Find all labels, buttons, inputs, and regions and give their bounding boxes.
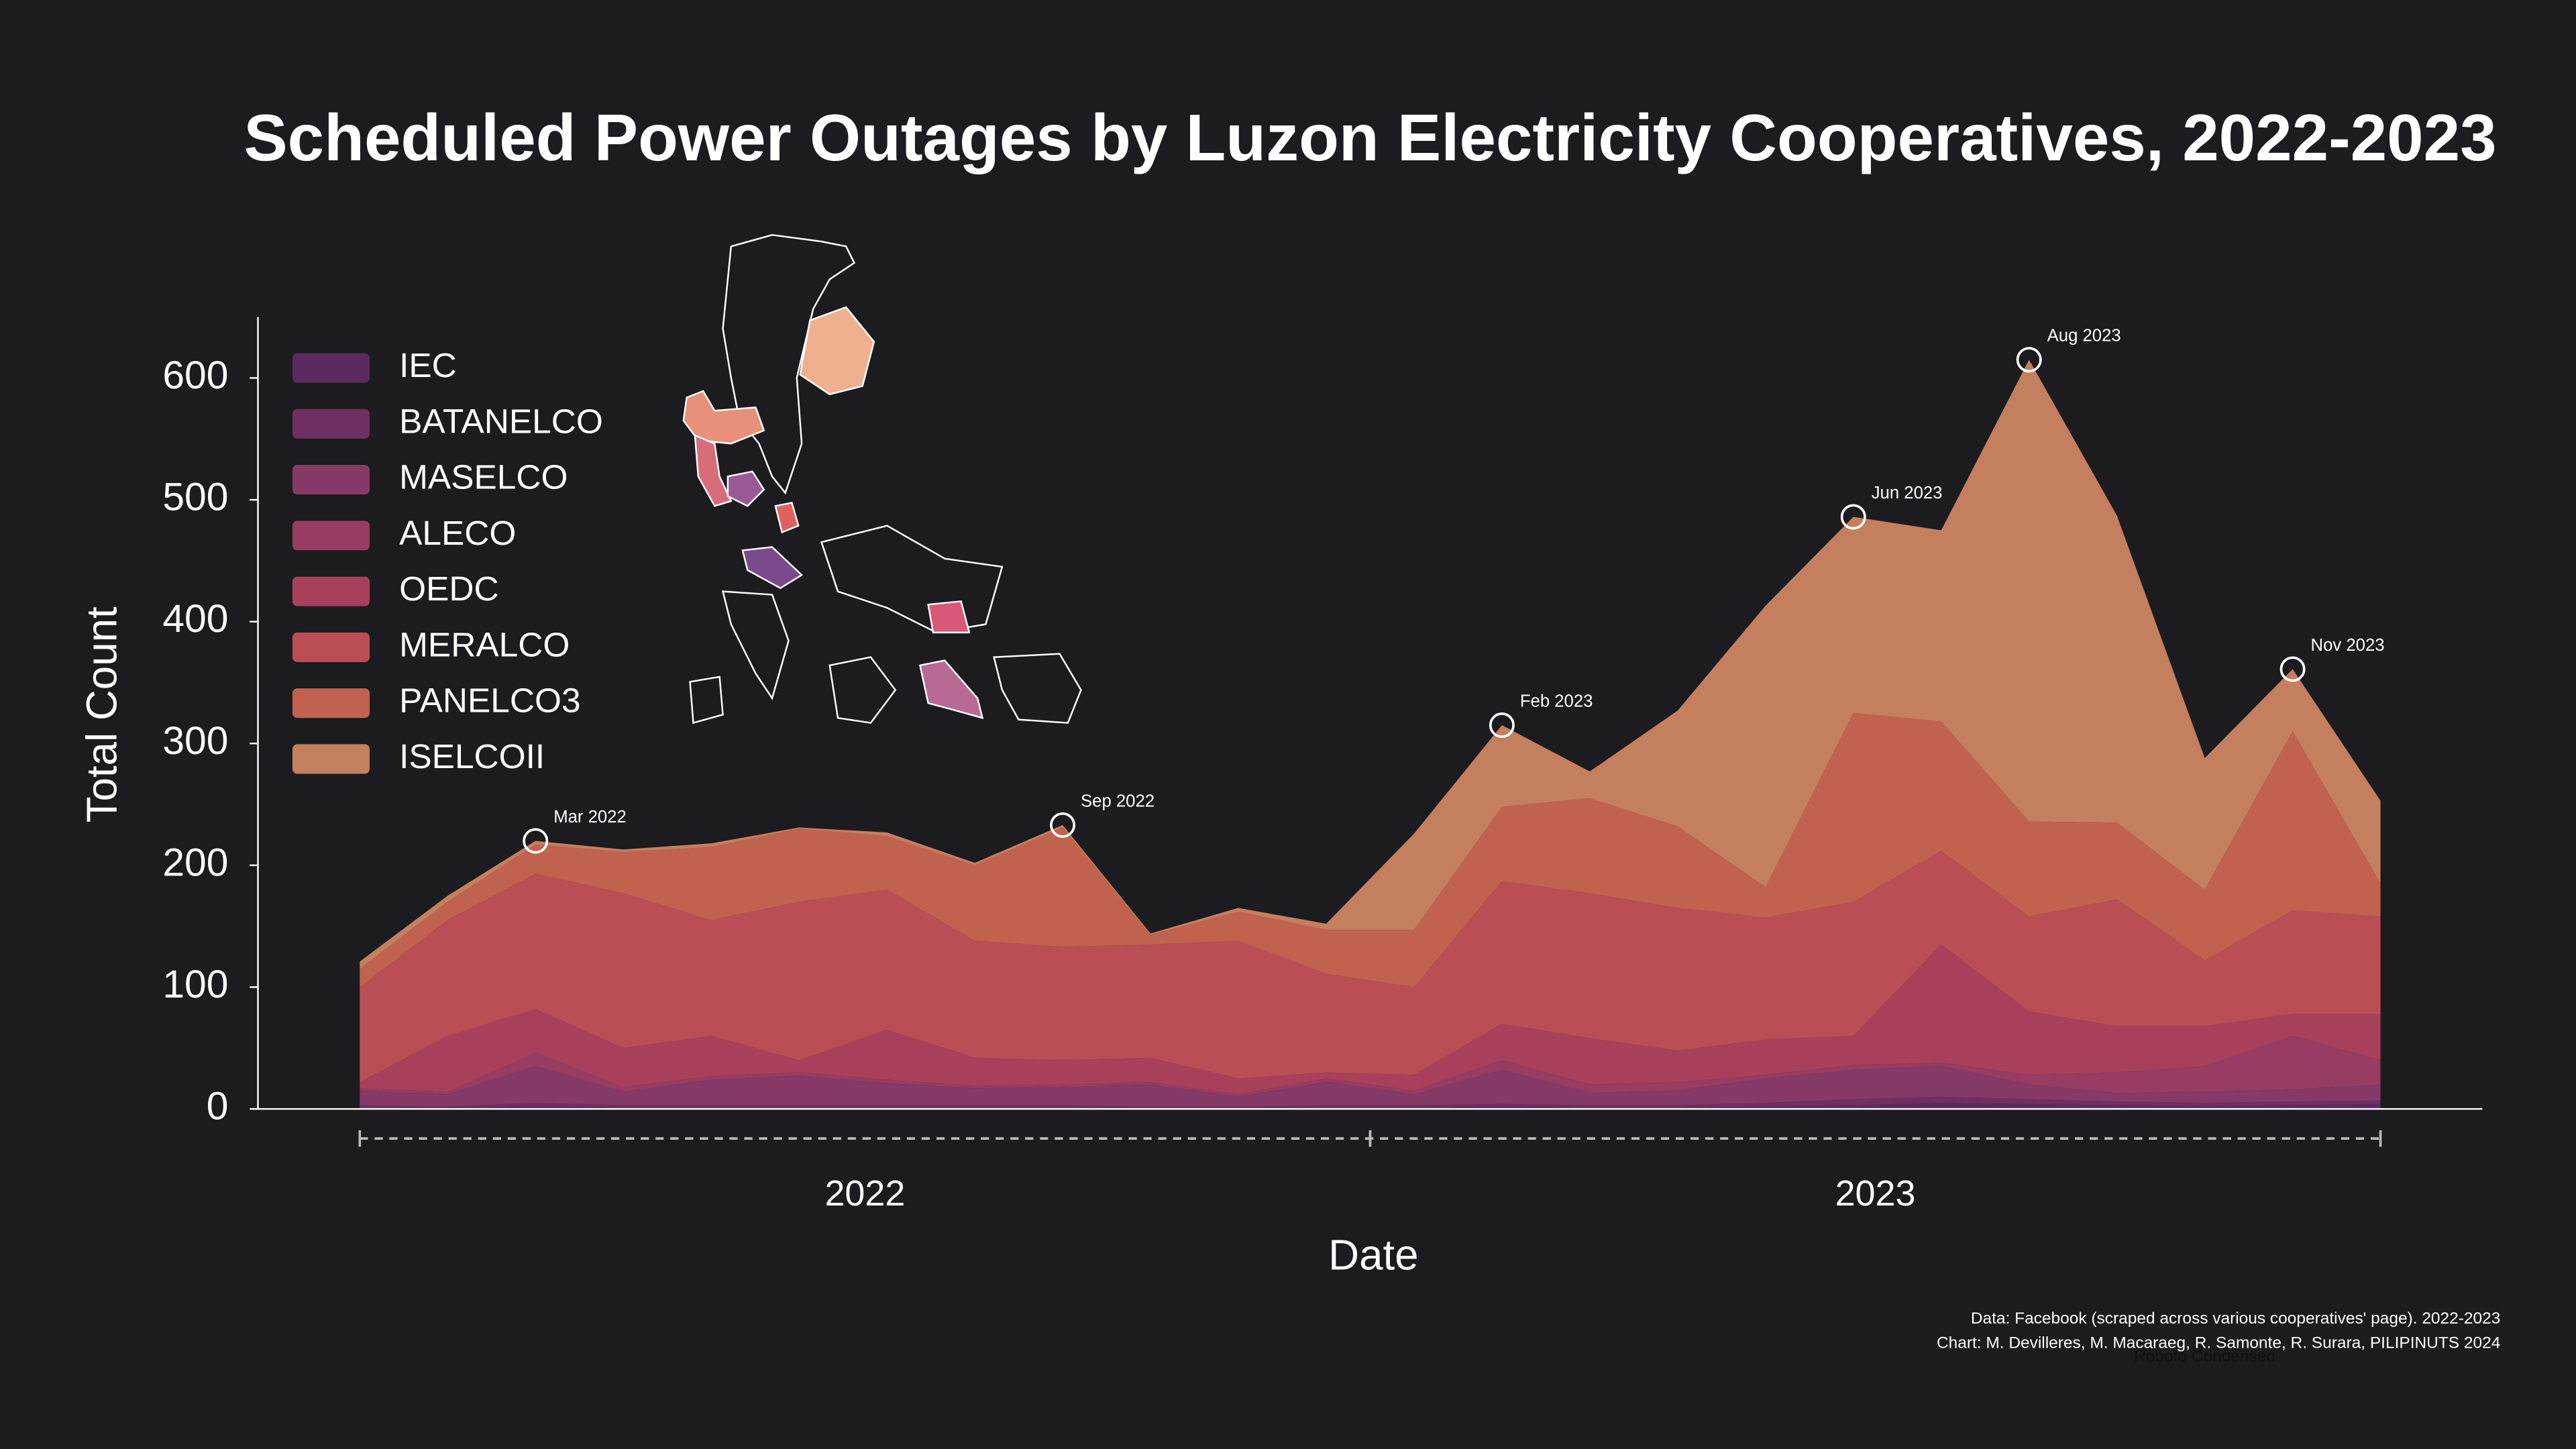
y-tick-label: 0 — [207, 1085, 229, 1128]
legend-label: MERALCO — [399, 625, 570, 663]
credit: Data: Facebook (scraped across various c… — [1971, 1309, 2500, 1328]
area — [360, 1036, 2381, 1097]
legend-label: IEC — [399, 345, 457, 384]
x-axis-label: Date — [1328, 1232, 1418, 1279]
peak-marker — [1840, 504, 1866, 530]
area — [360, 712, 2381, 987]
area — [360, 851, 2381, 1083]
peak-marker — [523, 828, 549, 854]
annotation: Sep 2022 — [1081, 792, 1155, 810]
font-note: Roboto Condensed — [2134, 1347, 2275, 1365]
legend-label: PANELCO3 — [399, 681, 580, 720]
x-tick-label: 2023 — [1835, 1173, 1916, 1214]
y-tick-label: 600 — [162, 354, 228, 397]
chart-title: Scheduled Power Outages by Luzon Electri… — [244, 101, 2496, 174]
annotation: Feb 2023 — [1520, 692, 1593, 711]
y-axis-label: Total Count — [78, 606, 126, 822]
legend-label: ALECO — [399, 513, 516, 552]
area — [360, 1096, 2381, 1108]
area — [360, 1066, 2381, 1107]
legend-swatch — [292, 744, 370, 774]
area — [360, 1102, 2381, 1110]
peak-marker — [1489, 712, 1515, 738]
legend-label: OEDC — [399, 569, 499, 608]
legend-swatch — [292, 632, 370, 662]
peak-marker — [2279, 656, 2306, 682]
legend-label: ISELCOII — [399, 737, 545, 775]
annotation: Mar 2022 — [553, 808, 627, 826]
legend-label: BATANELCO — [399, 401, 603, 440]
legend-swatch — [292, 353, 370, 383]
y-tick-label: 300 — [162, 719, 228, 763]
legend-swatch — [292, 688, 370, 718]
annotation: Aug 2023 — [2047, 327, 2121, 345]
annotation: Jun 2023 — [1872, 484, 1943, 502]
area — [360, 944, 2381, 1095]
y-tick-label: 200 — [162, 841, 228, 884]
peak-marker — [1050, 812, 1076, 838]
legend-label: MASELCO — [399, 458, 568, 496]
inset-map — [682, 233, 1082, 724]
legend-swatch — [292, 576, 370, 606]
area — [360, 360, 2381, 969]
legend-swatch — [292, 409, 370, 439]
y-tick-label: 100 — [162, 963, 228, 1006]
credit: Chart: M. Devilleres, M. Macaraeg, R. Sa… — [1937, 1334, 2500, 1352]
y-tick-label: 500 — [162, 476, 228, 519]
peak-marker — [2016, 347, 2042, 373]
y-tick-label: 400 — [162, 597, 228, 641]
legend-swatch — [292, 521, 370, 551]
legend-swatch — [292, 465, 370, 495]
annotation: Nov 2023 — [2311, 636, 2385, 655]
x-tick-label: 2022 — [824, 1173, 905, 1214]
